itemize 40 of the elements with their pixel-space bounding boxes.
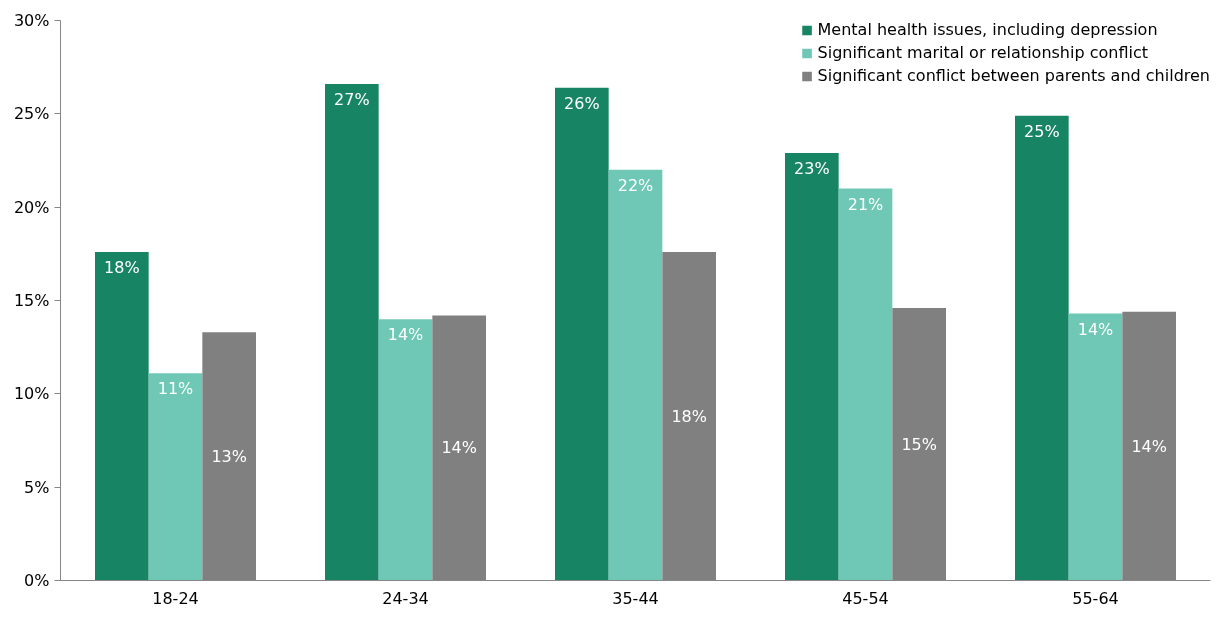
- y-tick-label: 20%: [13, 197, 50, 217]
- data-label: 25%: [1024, 121, 1060, 141]
- data-label: 14%: [1077, 319, 1114, 339]
- data-label: 15%: [901, 434, 937, 454]
- bar: [95, 251, 149, 581]
- legend-label: Mental health issues, including depression: [817, 20, 1158, 39]
- legend-label: Significant marital or relationship conflict: [817, 43, 1148, 62]
- y-tick-label: 25%: [13, 104, 50, 124]
- bar: [1015, 115, 1069, 581]
- y-tick-label: 5%: [24, 477, 50, 497]
- bar: [378, 319, 433, 581]
- data-label: 13%: [211, 446, 247, 466]
- bar: [1068, 313, 1123, 581]
- bar: [838, 188, 893, 581]
- bar: [148, 373, 203, 581]
- legend-label: Significant conflict between parents and children: [817, 66, 1210, 85]
- y-tick-label: 0%: [24, 571, 50, 590]
- data-label: 27%: [334, 89, 370, 109]
- x-tick-label: 35-44: [612, 588, 659, 608]
- y-tick-label: 15%: [13, 291, 50, 310]
- data-label: 18%: [104, 257, 140, 277]
- data-label: 18%: [671, 406, 707, 426]
- x-tick-label: 45-54: [842, 588, 889, 608]
- x-tick-label: 24-34: [382, 588, 429, 608]
- data-label: 14%: [1131, 436, 1167, 456]
- data-label: 14%: [387, 325, 424, 345]
- bar: [608, 169, 663, 581]
- data-label: 23%: [794, 159, 830, 179]
- y-tick-label: 30%: [13, 11, 50, 30]
- data-label: 26%: [564, 93, 600, 113]
- data-label: 21%: [847, 194, 884, 214]
- bar: [555, 87, 609, 581]
- bar: [785, 153, 839, 581]
- y-tick-label: 10%: [13, 384, 50, 404]
- x-tick-label: 55-64: [1072, 588, 1119, 608]
- data-label: 22%: [617, 175, 654, 195]
- bar: [325, 83, 379, 581]
- x-tick-label: 18-24: [152, 588, 199, 608]
- data-label: 11%: [157, 379, 194, 399]
- data-label: 14%: [441, 438, 477, 458]
